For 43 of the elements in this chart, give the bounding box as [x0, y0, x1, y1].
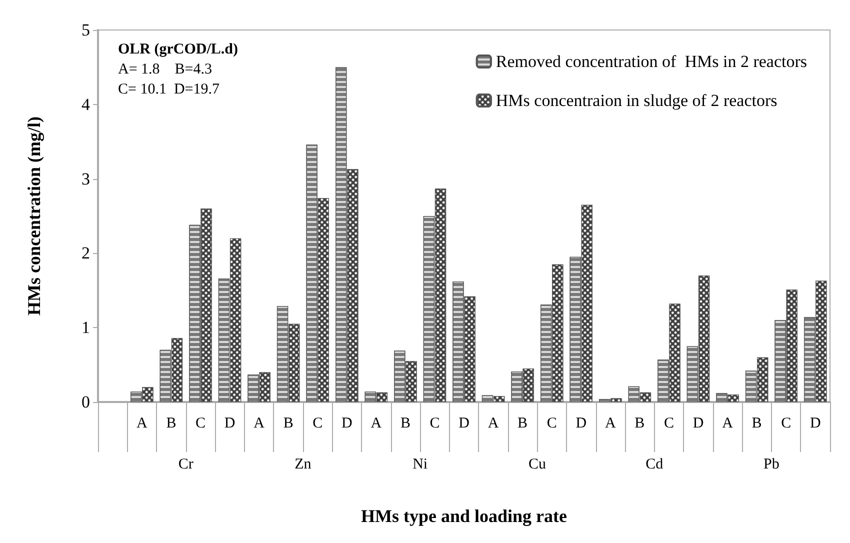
- y-tick-label: 3: [82, 169, 90, 188]
- x-tick-label: B: [283, 416, 294, 432]
- x-tick-label: B: [518, 416, 528, 432]
- x-tick-label: B: [752, 416, 762, 432]
- x-tick-label: D: [692, 416, 704, 432]
- x-tick-label: D: [458, 416, 470, 432]
- x-tick-label: C: [312, 416, 323, 432]
- x-tick-label: D: [224, 416, 236, 432]
- x-tick-label: A: [254, 416, 265, 432]
- legend-label: Removed concentration of HMs in 2 reactors: [496, 52, 808, 71]
- x-tick-label: A: [488, 416, 499, 432]
- text: Pb: [764, 456, 780, 472]
- x-tick-label: C: [430, 416, 440, 432]
- x-tick-label: C: [664, 416, 674, 432]
- annotation: C= 10.1 D=19.7: [118, 82, 220, 98]
- x-tick-label: B: [400, 416, 410, 432]
- text: Cd: [646, 456, 664, 472]
- x-tick-label: C: [195, 416, 206, 432]
- x-tick-label: A: [604, 416, 616, 432]
- y-tick-label: 1: [82, 318, 90, 338]
- text: Cu: [528, 456, 546, 472]
- annotation: A= 1.8 B=4.3: [118, 62, 212, 78]
- y-tick-label: 0: [82, 392, 90, 412]
- x-tick-label: A: [136, 416, 148, 432]
- x-tick-label: C: [546, 416, 557, 432]
- x-tick-label: B: [166, 416, 176, 432]
- y-axis-title: HMs concentration (mg/l): [24, 116, 44, 316]
- x-tick-label: B: [634, 416, 645, 432]
- x-tick-label: A: [722, 416, 734, 432]
- text: Ni: [412, 456, 428, 472]
- annotation: OLR (grCOD/L.d): [118, 42, 238, 58]
- x-axis-title: HMs type and loading rate: [360, 506, 568, 526]
- x-tick-label: C: [781, 416, 792, 432]
- text: Cr: [178, 456, 194, 472]
- x-tick-label: D: [576, 416, 587, 432]
- x-tick-label: A: [370, 416, 382, 432]
- text: Zn: [294, 456, 312, 472]
- x-tick-label: D: [341, 416, 352, 432]
- y-tick-label: 2: [82, 244, 90, 263]
- x-tick-label: D: [810, 416, 821, 432]
- y-tick-label: 5: [82, 20, 90, 40]
- y-tick-label: 4: [82, 94, 90, 114]
- legend-label: HMs concentraion in sludge of 2 reactors: [496, 91, 778, 110]
